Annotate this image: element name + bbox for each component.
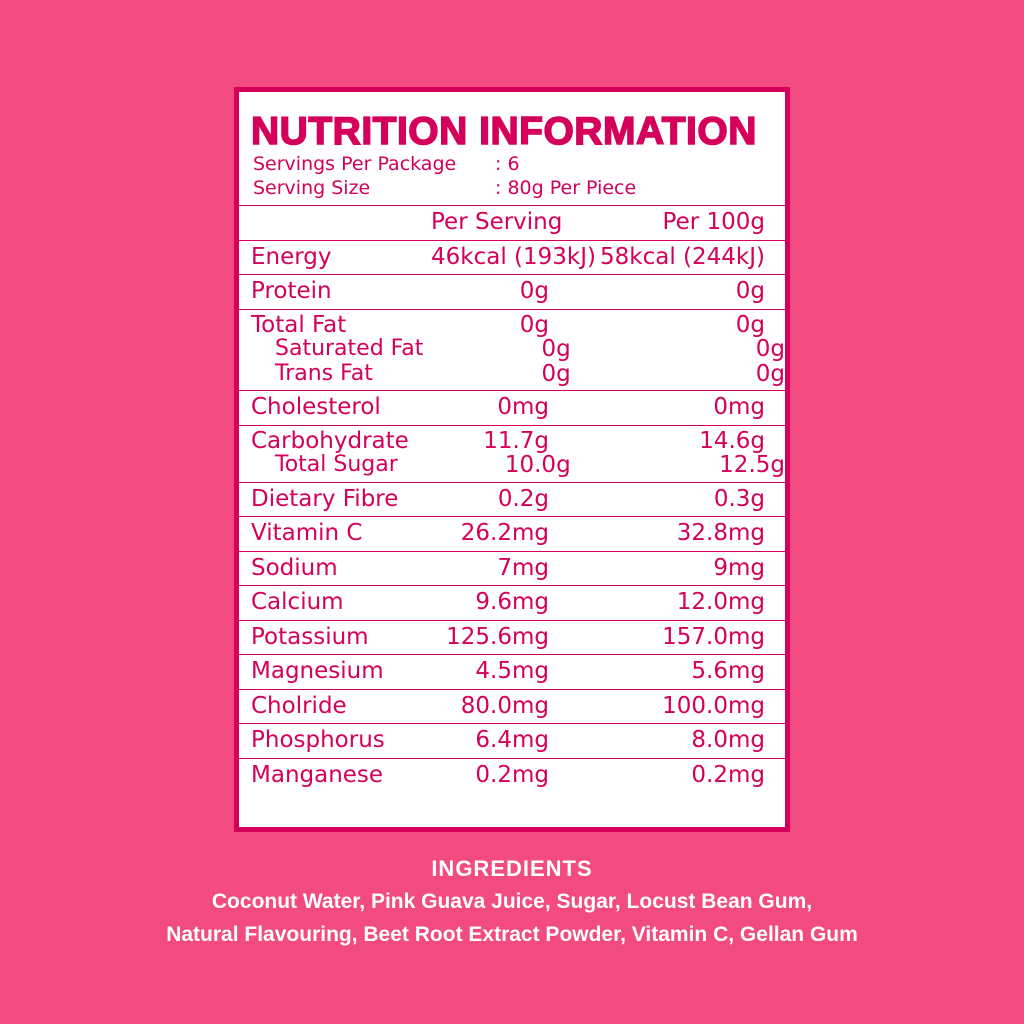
nutrient-group: Cholride 80.0mg 100.0mg	[239, 688, 785, 724]
table-row: Calcium 9.6mg 12.0mg	[239, 586, 785, 620]
table-row: Sodium 7mg 9mg	[239, 552, 785, 586]
servings-per-package: Servings Per Package: 6	[253, 153, 520, 175]
per-serving-value: 0g	[519, 311, 549, 338]
nutrient-group: Total Fat 0g 0g Saturated Fat 0g 0g Trans Fat 0…	[239, 308, 785, 391]
nutrient-group: Phosphorus 6.4mg 8.0mg	[239, 723, 785, 758]
nutrition-title: NUTRITION INFORMATION	[250, 110, 757, 153]
nutrient-label: Magnesium	[251, 658, 384, 684]
nutrient-label: Cholride	[251, 692, 347, 719]
table-row: Total Sugar 10.0g 12.5g	[239, 453, 785, 478]
per-serving-value: 10.0g	[504, 452, 571, 478]
nutrient-group: Sodium 7mg 9mg	[239, 550, 785, 586]
per-100g-value: 32.8mg	[676, 520, 765, 546]
nutrient-label: Total Sugar	[275, 452, 398, 477]
per-serving-value: 80.0mg	[460, 692, 549, 719]
nutrient-label: Dietary Fibre	[251, 485, 399, 512]
ingredients-title: INGREDIENTS	[431, 856, 593, 881]
ingredients-line: Coconut Water, Pink Guava Juice, Sugar, …	[211, 890, 813, 913]
nutrient-label: Total Fat	[251, 311, 347, 338]
table-row: Magnesium 4.5mg 5.6mg	[239, 655, 785, 689]
per-serving-value: 0mg	[497, 394, 549, 420]
nutrition-table: Per Serving Per 100g Energy 46kcal (193kJ…	[239, 205, 785, 792]
table-row: Cholesterol 0mg 0mg	[239, 391, 785, 425]
per-serving-value: 6.4mg	[475, 727, 549, 753]
nutrient-group: Potassium 125.6mg 157.0mg	[239, 619, 785, 655]
per-100g-value: 9mg	[713, 554, 765, 581]
per-serving-value: 11.7g	[483, 427, 549, 454]
per-100g-value: 0.2mg	[691, 761, 765, 788]
table-header: Per Serving Per 100g	[239, 205, 785, 240]
table-row: Trans Fat 0g 0g	[239, 360, 785, 387]
table-row: Phosphorus 6.4mg 8.0mg	[239, 724, 785, 758]
nutrient-group: Protein 0g 0g	[239, 274, 785, 309]
table-row: Vitamin C 26.2mg 32.8mg	[239, 517, 785, 551]
per-100g-value: 12.5g	[719, 452, 785, 478]
nutrient-label: Vitamin C	[251, 520, 363, 546]
per-serving-value: 0.2mg	[475, 761, 549, 788]
per-100g-value: 0g	[755, 336, 785, 362]
nutrient-label: Sodium	[251, 554, 338, 581]
per-serving-value: 7mg	[497, 554, 549, 581]
nutrient-group: Energy 46kcal (193kJ) 58kcal (244kJ)	[239, 239, 785, 275]
nutrient-label: Potassium	[251, 623, 369, 650]
nutrition-panel: NUTRITION INFORMATION Servings Per Packa…	[234, 87, 790, 832]
table-row: Manganese 0.2mg 0.2mg	[239, 759, 785, 793]
per-100g-value: 0g	[755, 360, 785, 387]
nutrient-label: Calcium	[251, 589, 344, 615]
table-row: Energy 46kcal (193kJ) 58kcal (244kJ)	[239, 241, 785, 275]
column-header-per-serving: Per Serving	[431, 209, 563, 235]
per-serving-value: 0.2g	[497, 485, 549, 512]
per-100g-value: 5.6mg	[691, 658, 765, 684]
nutrient-group: Calcium 9.6mg 12.0mg	[239, 585, 785, 620]
per-100g-value: 100.0mg	[662, 692, 765, 719]
per-100g-value: 157.0mg	[662, 623, 765, 650]
nutrient-label: Energy	[251, 243, 332, 270]
table-row: Protein 0g 0g	[239, 275, 785, 309]
nutrient-label: Trans Fat	[275, 360, 373, 386]
nutrient-group: Magnesium 4.5mg 5.6mg	[239, 654, 785, 689]
table-row: Potassium 125.6mg 157.0mg	[239, 621, 785, 655]
per-serving-value: 46kcal (193kJ)	[431, 243, 596, 270]
table-row: Carbohydrate 11.7g 14.6g	[239, 429, 785, 454]
per-100g-value: 12.0mg	[676, 589, 765, 615]
table-row: Cholride 80.0mg 100.0mg	[239, 690, 785, 724]
ingredients-line: Natural Flavouring, Beet Root Extract Po…	[166, 923, 858, 946]
per-100g-value: 0g	[735, 278, 765, 304]
per-serving-value: 4.5mg	[475, 658, 549, 684]
nutrient-label: Saturated Fat	[275, 336, 424, 361]
table-row: Saturated Fat 0g 0g	[239, 337, 785, 362]
per-100g-value: 0mg	[713, 394, 765, 420]
serving-size: Serving Size: 80g Per Piece	[253, 177, 637, 199]
column-header-per-100g: Per 100g	[662, 209, 765, 235]
per-serving-value: 0g	[541, 360, 571, 387]
nutrient-label: Protein	[251, 278, 332, 304]
nutrient-label: Cholesterol	[251, 394, 381, 420]
nutrient-label: Phosphorus	[251, 727, 385, 753]
per-serving-value: 0g	[541, 336, 571, 362]
table-row: Dietary Fibre 0.2g 0.3g	[239, 483, 785, 517]
table-row: Total Fat 0g 0g	[239, 313, 785, 338]
per-serving-value: 26.2mg	[460, 520, 549, 546]
nutrient-group: Dietary Fibre 0.2g 0.3g	[239, 481, 785, 517]
nutrient-group: Manganese 0.2mg 0.2mg	[239, 757, 785, 793]
per-serving-value: 0g	[519, 278, 549, 304]
nutrient-group: Carbohydrate 11.7g 14.6g Total Sugar 10.0g 12…	[239, 424, 785, 482]
nutrient-label: Carbohydrate	[251, 427, 409, 454]
per-100g-value: 0.3g	[713, 485, 765, 512]
nutrient-group: Vitamin C 26.2mg 32.8mg	[239, 516, 785, 551]
per-serving-value: 125.6mg	[446, 623, 549, 650]
per-100g-value: 58kcal (244kJ)	[600, 243, 765, 270]
per-serving-value: 9.6mg	[475, 589, 549, 615]
per-100g-value: 14.6g	[699, 427, 765, 454]
nutrient-label: Manganese	[251, 761, 384, 788]
nutrient-group: Cholesterol 0mg 0mg	[239, 390, 785, 425]
per-100g-value: 8.0mg	[691, 727, 765, 753]
per-100g-value: 0g	[735, 311, 765, 338]
